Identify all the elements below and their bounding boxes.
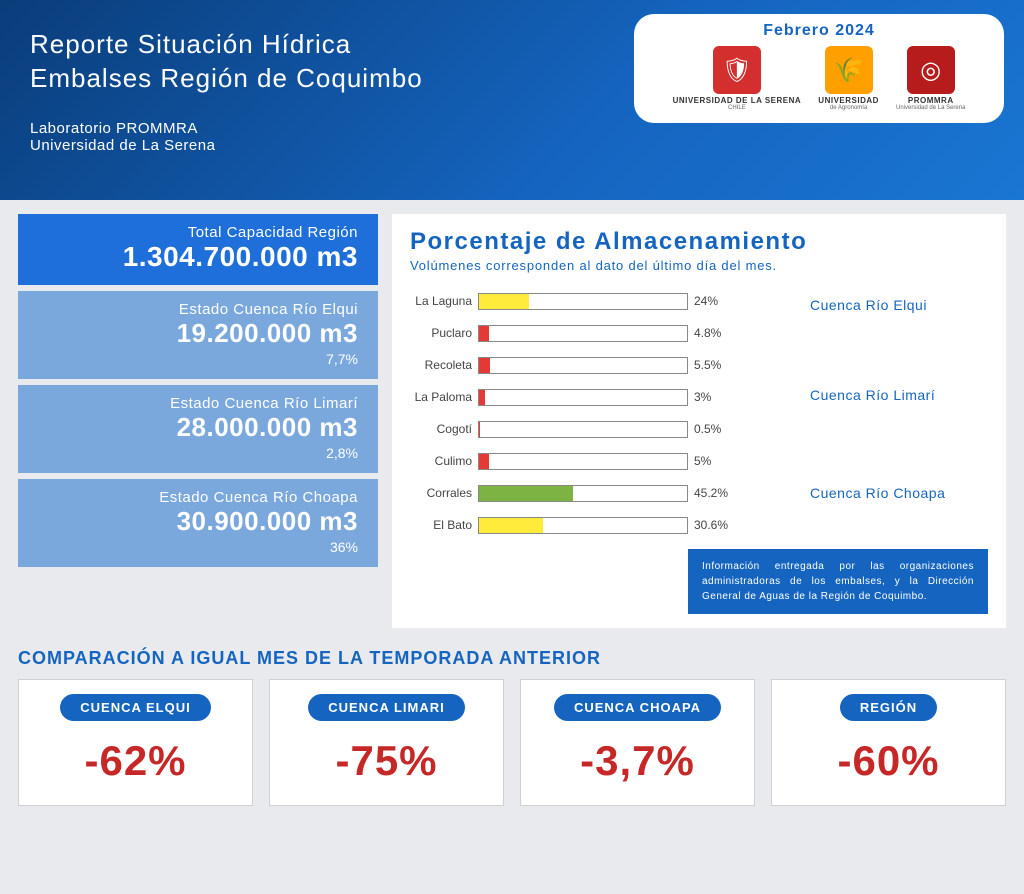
page: Reporte Situación Hídrica Embalses Regió… bbox=[0, 0, 1024, 894]
logo-icon: 🛡 bbox=[713, 46, 761, 94]
bar-track bbox=[478, 357, 688, 374]
logo-icon: 🌾 bbox=[825, 46, 873, 94]
logo-sublabel: CHILE bbox=[728, 105, 746, 111]
bar-fill bbox=[479, 518, 543, 533]
bar-fill bbox=[479, 454, 489, 469]
title-line2: Embalses Región de Coquimbo bbox=[30, 63, 423, 93]
logo-sublabel: de Agronomía bbox=[830, 105, 867, 111]
date-text: Febrero 2024 bbox=[664, 22, 974, 40]
stat-box: Estado Cuenca Río Elqui 19.200.000 m3 7,… bbox=[18, 291, 378, 379]
logo-sublabel: Universidad de La Serena bbox=[896, 105, 965, 111]
stat-value: 19.200.000 m3 bbox=[38, 318, 358, 349]
comparison-badge: CUENCA CHOAPA bbox=[554, 694, 721, 721]
bar-fill bbox=[479, 326, 489, 341]
bar-name: Recoleta bbox=[410, 358, 478, 372]
bar-row: Recoleta 5.5% bbox=[410, 351, 988, 379]
stat-pct: 36% bbox=[38, 539, 358, 555]
bar-pct: 3% bbox=[694, 390, 711, 404]
sub-line1: Laboratorio PROMMRA bbox=[30, 120, 198, 137]
stat-pct: 2,8% bbox=[38, 445, 358, 461]
comparison-badge: CUENCA LIMARI bbox=[308, 694, 465, 721]
bar-fill bbox=[479, 390, 485, 405]
stat-label: Estado Cuenca Río Choapa bbox=[38, 489, 358, 506]
bar-fill bbox=[479, 358, 490, 373]
bar-name: El Bato bbox=[410, 518, 478, 532]
bar-row: Culimo 5% bbox=[410, 447, 988, 475]
comparison-card: CUENCA ELQUI -62% bbox=[18, 679, 253, 806]
bar-row: Cogotí 0.5% bbox=[410, 415, 988, 443]
sub-line2: Universidad de La Serena bbox=[30, 137, 215, 154]
info-note: Información entregada por las organizaci… bbox=[688, 549, 988, 614]
logo-label: UNIVERSIDAD bbox=[818, 96, 879, 105]
comparison-value: -75% bbox=[280, 737, 493, 785]
bar-pct: 45.2% bbox=[694, 486, 728, 500]
logo: 🌾 UNIVERSIDAD de Agronomía bbox=[818, 46, 879, 111]
chart-subtitle: Volúmenes corresponden al dato del últim… bbox=[410, 258, 988, 273]
comparison-section: COMPARACIÓN A IGUAL MES DE LA TEMPORADA … bbox=[0, 642, 1024, 824]
title-line1: Reporte Situación Hídrica bbox=[30, 29, 351, 59]
stat-pct: 7,7% bbox=[38, 351, 358, 367]
stat-label: Estado Cuenca Río Limarí bbox=[38, 395, 358, 412]
bar-fill bbox=[479, 422, 480, 437]
bar-track bbox=[478, 325, 688, 342]
bar-name: Culimo bbox=[410, 454, 478, 468]
stat-value: 1.304.700.000 m3 bbox=[38, 241, 358, 273]
bar-track bbox=[478, 453, 688, 470]
comparison-card: REGIÓN -60% bbox=[771, 679, 1006, 806]
bar-name: Puclaro bbox=[410, 326, 478, 340]
cuenca-label: Cuenca Río Elqui bbox=[810, 297, 927, 313]
bar-pct: 24% bbox=[694, 294, 718, 308]
comparison-value: -60% bbox=[782, 737, 995, 785]
logo: 🛡 UNIVERSIDAD DE LA SERENA CHILE bbox=[673, 46, 802, 111]
bar-track bbox=[478, 517, 688, 534]
report-subtitle: Laboratorio PROMMRA Universidad de La Se… bbox=[30, 120, 994, 154]
bar-pct: 30.6% bbox=[694, 518, 728, 532]
stat-label: Estado Cuenca Río Elqui bbox=[38, 301, 358, 318]
logo-icon: ◎ bbox=[907, 46, 955, 94]
comparison-badge: CUENCA ELQUI bbox=[60, 694, 210, 721]
cuenca-label: Cuenca Río Limarí bbox=[810, 387, 935, 403]
bar-name: Corrales bbox=[410, 486, 478, 500]
logo-label: UNIVERSIDAD DE LA SERENA bbox=[673, 96, 802, 105]
bar-row: Puclaro 4.8% bbox=[410, 319, 988, 347]
stat-value: 28.000.000 m3 bbox=[38, 412, 358, 443]
bar-fill bbox=[479, 486, 573, 501]
bar-fill bbox=[479, 294, 529, 309]
comparison-badge: REGIÓN bbox=[840, 694, 937, 721]
bar-pct: 4.8% bbox=[694, 326, 721, 340]
header: Reporte Situación Hídrica Embalses Regió… bbox=[0, 0, 1024, 200]
chart-panel: Porcentaje de Almacenamiento Volúmenes c… bbox=[392, 214, 1006, 628]
stat-value: 30.900.000 m3 bbox=[38, 506, 358, 537]
comparison-card: CUENCA LIMARI -75% bbox=[269, 679, 504, 806]
comparison-cards: CUENCA ELQUI -62%CUENCA LIMARI -75%CUENC… bbox=[18, 679, 1006, 806]
bar-row: El Bato 30.6% bbox=[410, 511, 988, 539]
comparison-title: COMPARACIÓN A IGUAL MES DE LA TEMPORADA … bbox=[18, 648, 1006, 669]
bars-wrap: La Laguna 24% Puclaro 4.8% Recoleta 5.5% La… bbox=[410, 287, 988, 539]
bar-name: La Paloma bbox=[410, 390, 478, 404]
bar-track bbox=[478, 421, 688, 438]
bar-name: Cogotí bbox=[410, 422, 478, 436]
stat-box: Estado Cuenca Río Limarí 28.000.000 m3 2… bbox=[18, 385, 378, 473]
bar-track bbox=[478, 485, 688, 502]
date-badge: Febrero 2024 🛡 UNIVERSIDAD DE LA SERENA … bbox=[634, 14, 1004, 123]
bar-track bbox=[478, 389, 688, 406]
logos-row: 🛡 UNIVERSIDAD DE LA SERENA CHILE 🌾 UNIVER… bbox=[664, 46, 974, 111]
body: Total Capacidad Región 1.304.700.000 m3 … bbox=[0, 200, 1024, 642]
stat-box: Total Capacidad Región 1.304.700.000 m3 bbox=[18, 214, 378, 285]
bar-pct: 5.5% bbox=[694, 358, 721, 372]
comparison-card: CUENCA CHOAPA -3,7% bbox=[520, 679, 755, 806]
cuenca-label: Cuenca Río Choapa bbox=[810, 485, 945, 501]
chart-title: Porcentaje de Almacenamiento bbox=[410, 228, 988, 256]
comparison-value: -3,7% bbox=[531, 737, 744, 785]
stat-box: Estado Cuenca Río Choapa 30.900.000 m3 3… bbox=[18, 479, 378, 567]
bar-pct: 5% bbox=[694, 454, 711, 468]
logo-label: PROMMRA bbox=[908, 96, 954, 105]
stats-column: Total Capacidad Región 1.304.700.000 m3 … bbox=[18, 214, 378, 628]
comparison-value: -62% bbox=[29, 737, 242, 785]
stat-label: Total Capacidad Región bbox=[38, 224, 358, 241]
bar-name: La Laguna bbox=[410, 294, 478, 308]
bar-track bbox=[478, 293, 688, 310]
logo: ◎ PROMMRA Universidad de La Serena bbox=[896, 46, 965, 111]
bar-pct: 0.5% bbox=[694, 422, 721, 436]
